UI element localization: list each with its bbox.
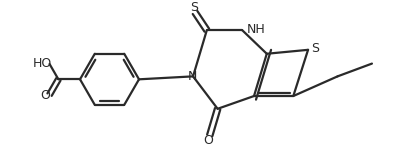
Text: NH: NH [246, 23, 265, 36]
Text: S: S [190, 1, 198, 14]
Text: HO: HO [33, 57, 52, 69]
Text: N: N [187, 70, 197, 83]
Text: S: S [311, 42, 319, 55]
Text: O: O [41, 89, 51, 102]
Text: O: O [203, 134, 213, 147]
